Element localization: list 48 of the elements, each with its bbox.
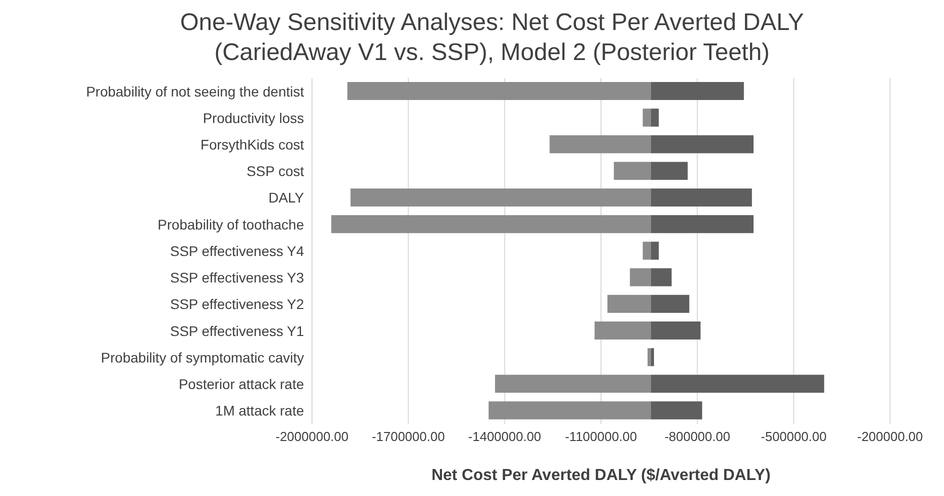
y-tick-label: Productivity loss: [202, 110, 304, 126]
bar: [650, 135, 754, 154]
bar: [650, 108, 659, 127]
bar: [614, 162, 651, 180]
y-tick-label: SSP cost: [246, 163, 304, 180]
x-axis-title: Net Cost Per Averted DALY ($/Averted DALY): [431, 467, 771, 484]
bar: [350, 188, 651, 206]
bar: [648, 348, 651, 366]
bar: [650, 188, 752, 206]
bar: [550, 135, 651, 154]
bar: [650, 215, 754, 234]
bar: [650, 162, 688, 180]
bar: [650, 294, 690, 313]
y-tick-label: Probability of not seeing the dentist: [86, 83, 304, 100]
x-tick-label: -1700000.00: [372, 429, 445, 444]
bar: [650, 322, 701, 340]
y-tick-label: Probability of symptomatic cavity: [100, 349, 304, 366]
bar: [347, 82, 651, 100]
bar: [650, 82, 744, 100]
bar: [607, 294, 651, 313]
bar: [331, 215, 651, 234]
y-tick-label: DALY: [268, 190, 305, 206]
chart-title: One-Way Sensitivity Analyses: Net Cost Per Averted DALY (CariedAway V1 vs. SSP), Model 2 (Posterior Teeth): [179, 8, 805, 68]
bar: [650, 374, 824, 393]
y-tick-label: SSP effectiveness Y3: [170, 270, 304, 286]
bar: [650, 401, 702, 420]
y-tick-label: SSP effectiveness Y2: [170, 296, 304, 312]
x-tick-label: -800000.00: [664, 429, 730, 444]
x-tick-label: -500000.00: [760, 429, 827, 444]
bar: [488, 401, 651, 420]
x-tick-label: -1100000.00: [564, 429, 638, 444]
y-tick-label: 1M attack rate: [215, 402, 304, 419]
x-tick-label: -1400000.00: [468, 429, 542, 444]
bar: [630, 268, 651, 286]
bar: [495, 374, 651, 393]
x-tick-label: -2000000.00: [275, 429, 349, 444]
y-tick-label: SSP effectiveness Y1: [170, 322, 304, 339]
bar: [650, 268, 672, 286]
bar: [650, 348, 654, 366]
y-tick-label: Probability of toothache: [158, 216, 304, 232]
y-tick-label: ForsythKids cost: [200, 136, 304, 153]
bar: [642, 242, 651, 260]
bar: [594, 322, 651, 340]
bar: [650, 242, 659, 260]
x-tick-label: -200000.00: [857, 429, 923, 444]
bar: [642, 108, 651, 127]
y-tick-label: Posterior attack rate: [178, 376, 304, 392]
y-tick-label: SSP effectiveness Y4: [170, 242, 304, 259]
